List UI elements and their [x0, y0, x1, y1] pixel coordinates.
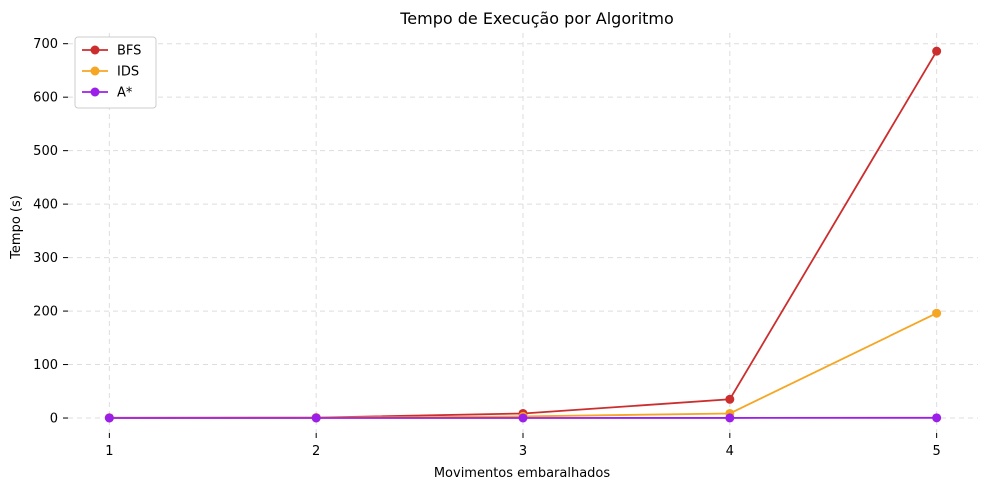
legend-item: IDS — [82, 65, 139, 80]
data-point — [932, 413, 942, 423]
data-point — [932, 46, 942, 56]
x-tick-label: 1 — [105, 444, 113, 459]
x-tick-label: 4 — [726, 444, 734, 459]
legend-marker — [90, 45, 100, 55]
data-point — [518, 413, 528, 423]
y-tick-label: 600 — [33, 91, 58, 106]
data-point — [311, 413, 321, 423]
x-tick-label: 5 — [932, 444, 940, 459]
legend-marker — [90, 66, 100, 76]
legend-item: A* — [82, 86, 133, 101]
legend-marker — [90, 87, 100, 97]
grid — [68, 33, 978, 433]
data-point — [104, 413, 114, 423]
series-lines — [104, 46, 942, 423]
legend: BFS IDS A* — [74, 36, 157, 109]
y-tick-label: 400 — [33, 198, 58, 213]
axes: 1 2 3 4 5 0 100 200 300 400 500 600 700 — [33, 37, 941, 459]
x-axis-label: Movimentos embaralhados — [434, 466, 611, 481]
legend-item: BFS — [82, 44, 141, 59]
y-tick-label: 200 — [33, 305, 58, 320]
y-tick-label: 100 — [33, 358, 58, 373]
data-point — [725, 394, 735, 404]
series-a — [104, 413, 942, 423]
chart-title: Tempo de Execução por Algoritmo — [399, 9, 674, 28]
legend-label: A* — [117, 86, 133, 101]
data-point — [932, 308, 942, 318]
data-point — [725, 413, 735, 423]
x-tick-label: 2 — [312, 444, 320, 459]
y-axis-label: Tempo (s) — [9, 195, 24, 260]
legend-box — [74, 36, 157, 109]
legend-label: BFS — [117, 44, 141, 59]
x-tick-label: 3 — [519, 444, 527, 459]
y-tick-label: 300 — [33, 251, 58, 266]
y-tick-label: 0 — [50, 412, 58, 427]
legend-label: IDS — [117, 65, 139, 80]
y-tick-label: 700 — [33, 37, 58, 52]
y-tick-label: 500 — [33, 144, 58, 159]
